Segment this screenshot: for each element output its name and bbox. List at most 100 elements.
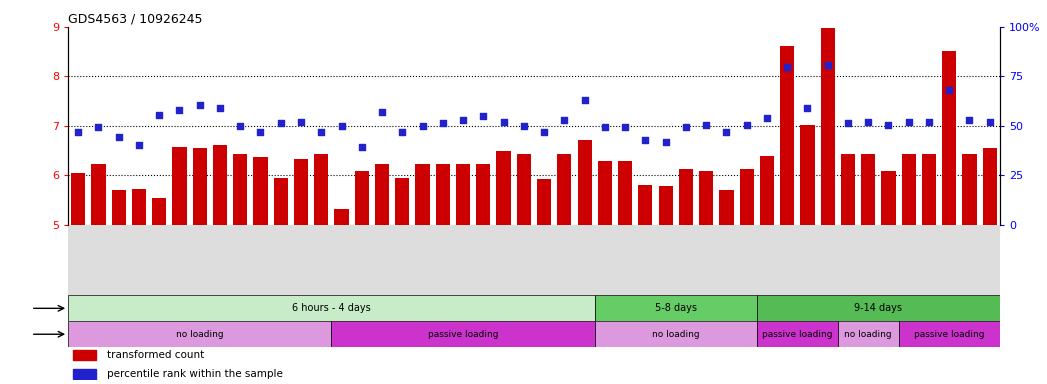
Point	[454, 117, 471, 123]
Point	[697, 122, 714, 128]
Point	[70, 129, 87, 135]
Bar	[253, 157, 268, 225]
Text: 9-14 days: 9-14 days	[854, 303, 903, 313]
Bar	[233, 154, 247, 225]
Point	[536, 129, 553, 135]
Bar	[273, 178, 288, 225]
Bar	[537, 179, 551, 225]
Bar	[436, 164, 450, 225]
Point	[131, 142, 148, 148]
Point	[374, 109, 391, 115]
Bar	[355, 171, 369, 225]
Point	[900, 119, 917, 125]
Bar	[456, 164, 470, 225]
Point	[799, 106, 816, 112]
Bar	[375, 164, 389, 225]
Point	[292, 119, 310, 125]
Point	[333, 123, 350, 129]
Bar	[922, 154, 936, 225]
Bar	[173, 147, 186, 225]
Point	[840, 120, 856, 126]
Bar	[395, 178, 409, 225]
Bar	[557, 154, 572, 225]
Bar	[71, 173, 85, 225]
Bar	[800, 125, 815, 225]
Bar	[882, 171, 895, 225]
Point	[354, 144, 371, 150]
Bar	[595, 321, 757, 347]
Point	[881, 122, 897, 128]
Point	[171, 107, 187, 113]
Bar	[193, 148, 207, 225]
Text: passive loading: passive loading	[914, 330, 984, 339]
Point	[110, 134, 127, 140]
Point	[272, 120, 289, 126]
Text: percentile rank within the sample: percentile rank within the sample	[107, 369, 283, 379]
Bar	[901, 154, 916, 225]
Bar	[91, 164, 106, 225]
Point	[617, 124, 633, 130]
Text: transformed count: transformed count	[107, 351, 204, 361]
Point	[151, 112, 168, 118]
Bar	[213, 145, 227, 225]
Bar	[334, 209, 349, 225]
Point	[718, 129, 735, 135]
Bar	[757, 321, 838, 347]
Bar	[719, 190, 734, 225]
Bar	[72, 351, 96, 360]
Text: no loading: no loading	[652, 330, 699, 339]
Bar	[861, 154, 875, 225]
Bar	[68, 321, 332, 347]
Point	[231, 123, 248, 129]
Bar	[983, 148, 997, 225]
Point	[435, 120, 451, 126]
Bar	[659, 186, 673, 225]
Text: no loading: no loading	[176, 330, 224, 339]
Point	[820, 62, 837, 68]
Bar	[68, 295, 595, 321]
Bar	[780, 46, 795, 225]
Point	[637, 137, 653, 143]
Bar	[760, 156, 774, 225]
Bar	[496, 151, 511, 225]
Point	[738, 122, 755, 128]
Bar	[962, 154, 977, 225]
Point	[860, 119, 876, 125]
Point	[415, 123, 431, 129]
Bar	[314, 154, 329, 225]
Point	[576, 97, 593, 103]
Point	[394, 129, 410, 135]
Bar	[739, 169, 754, 225]
Bar	[841, 154, 855, 225]
Bar	[821, 28, 834, 225]
Bar	[898, 321, 1000, 347]
Point	[495, 119, 512, 125]
Point	[515, 123, 532, 129]
Point	[475, 113, 492, 119]
Bar	[678, 169, 693, 225]
Point	[211, 106, 228, 112]
Bar	[152, 197, 166, 225]
Text: passive loading: passive loading	[762, 330, 832, 339]
Bar	[112, 190, 126, 225]
Text: 6 hours - 4 days: 6 hours - 4 days	[292, 303, 371, 313]
Bar	[132, 189, 146, 225]
Text: GDS4563 / 10926245: GDS4563 / 10926245	[68, 13, 202, 26]
Bar	[416, 164, 429, 225]
Text: passive loading: passive loading	[428, 330, 498, 339]
Point	[981, 119, 998, 125]
Point	[941, 87, 958, 93]
Bar	[332, 321, 595, 347]
Bar	[838, 321, 898, 347]
Bar	[476, 164, 490, 225]
Bar	[942, 51, 956, 225]
Point	[920, 119, 937, 125]
Bar	[639, 185, 652, 225]
Bar	[578, 140, 592, 225]
Text: no loading: no loading	[844, 330, 892, 339]
Point	[677, 124, 694, 130]
Bar	[72, 369, 96, 379]
Point	[597, 124, 614, 130]
Bar	[757, 295, 1000, 321]
Point	[252, 129, 269, 135]
